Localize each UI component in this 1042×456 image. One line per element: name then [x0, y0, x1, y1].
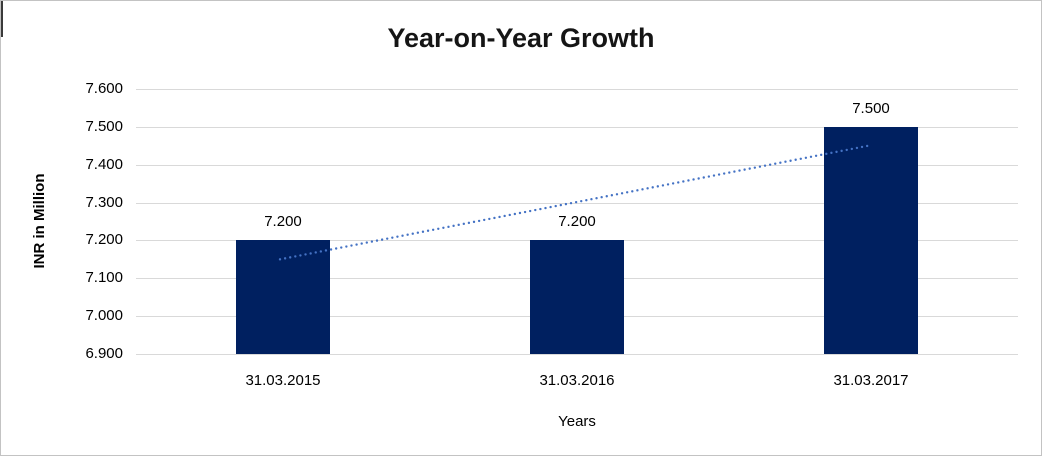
x-category-label: 31.03.2015	[245, 372, 321, 389]
bar	[236, 240, 330, 354]
bar-value-label: 7.500	[852, 100, 890, 117]
x-category-label: 31.03.2017	[833, 372, 909, 389]
gridline	[136, 127, 1018, 128]
gridline	[136, 354, 1018, 355]
x-axis-title: Years	[558, 413, 596, 430]
y-tick-label: 6.900	[85, 345, 123, 362]
gridline	[136, 89, 1018, 90]
x-category-label: 31.03.2016	[539, 372, 615, 389]
y-tick-label: 7.600	[85, 80, 123, 97]
bar	[824, 127, 918, 354]
y-tick-label: 7.000	[85, 307, 123, 324]
y-tick-label: 7.500	[85, 118, 123, 135]
y-tick-label: 7.100	[85, 269, 123, 286]
chart-title: Year-on-Year Growth	[387, 23, 655, 53]
bar	[530, 240, 624, 354]
y-tick-label: 7.400	[85, 156, 123, 173]
y-axis-title: INR in Million	[31, 173, 48, 269]
y-tick-label: 7.200	[85, 231, 123, 248]
left-edge-artifact	[1, 1, 3, 37]
bar-value-label: 7.200	[558, 213, 596, 230]
y-tick-label: 7.300	[85, 194, 123, 211]
bar-value-label: 7.200	[264, 213, 302, 230]
